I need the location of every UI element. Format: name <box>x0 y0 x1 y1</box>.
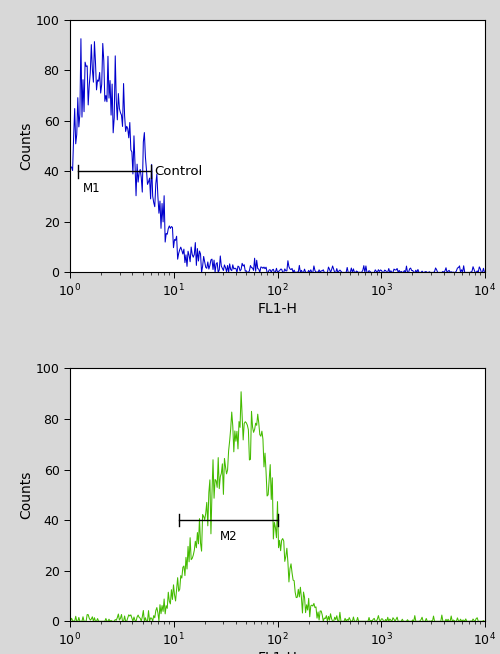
X-axis label: FL1-H: FL1-H <box>258 651 298 654</box>
Text: M1: M1 <box>82 182 100 194</box>
Y-axis label: Counts: Counts <box>19 471 33 519</box>
Text: M2: M2 <box>220 530 237 543</box>
Text: Control: Control <box>154 165 202 178</box>
X-axis label: FL1-H: FL1-H <box>258 302 298 317</box>
Y-axis label: Counts: Counts <box>19 122 33 170</box>
